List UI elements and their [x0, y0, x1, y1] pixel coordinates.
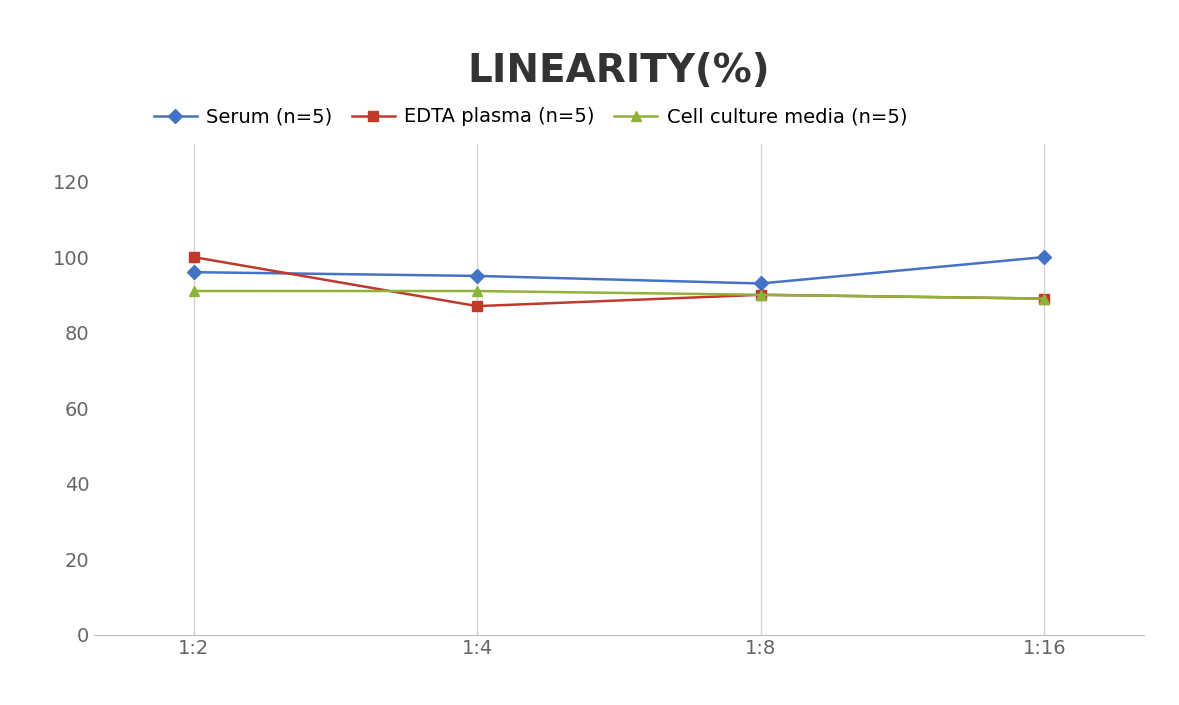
Serum (n=5) — [1038, 253, 1052, 262]
EDTA plasma (n=5) — [470, 302, 485, 310]
Serum (n=5) — [186, 268, 200, 276]
Cell culture media (n=5) — [753, 290, 768, 299]
Cell culture media (n=5) — [186, 287, 200, 295]
Text: LINEARITY(%): LINEARITY(%) — [468, 51, 770, 90]
Line: Serum (n=5): Serum (n=5) — [189, 252, 1049, 288]
Legend: Serum (n=5), EDTA plasma (n=5), Cell culture media (n=5): Serum (n=5), EDTA plasma (n=5), Cell cul… — [146, 99, 915, 134]
Serum (n=5) — [470, 271, 485, 280]
Line: EDTA plasma (n=5): EDTA plasma (n=5) — [189, 252, 1049, 311]
EDTA plasma (n=5) — [1038, 295, 1052, 303]
Cell culture media (n=5) — [470, 287, 485, 295]
Cell culture media (n=5) — [1038, 295, 1052, 303]
EDTA plasma (n=5) — [186, 253, 200, 262]
Line: Cell culture media (n=5): Cell culture media (n=5) — [189, 286, 1049, 303]
EDTA plasma (n=5) — [753, 290, 768, 299]
Serum (n=5) — [753, 279, 768, 288]
